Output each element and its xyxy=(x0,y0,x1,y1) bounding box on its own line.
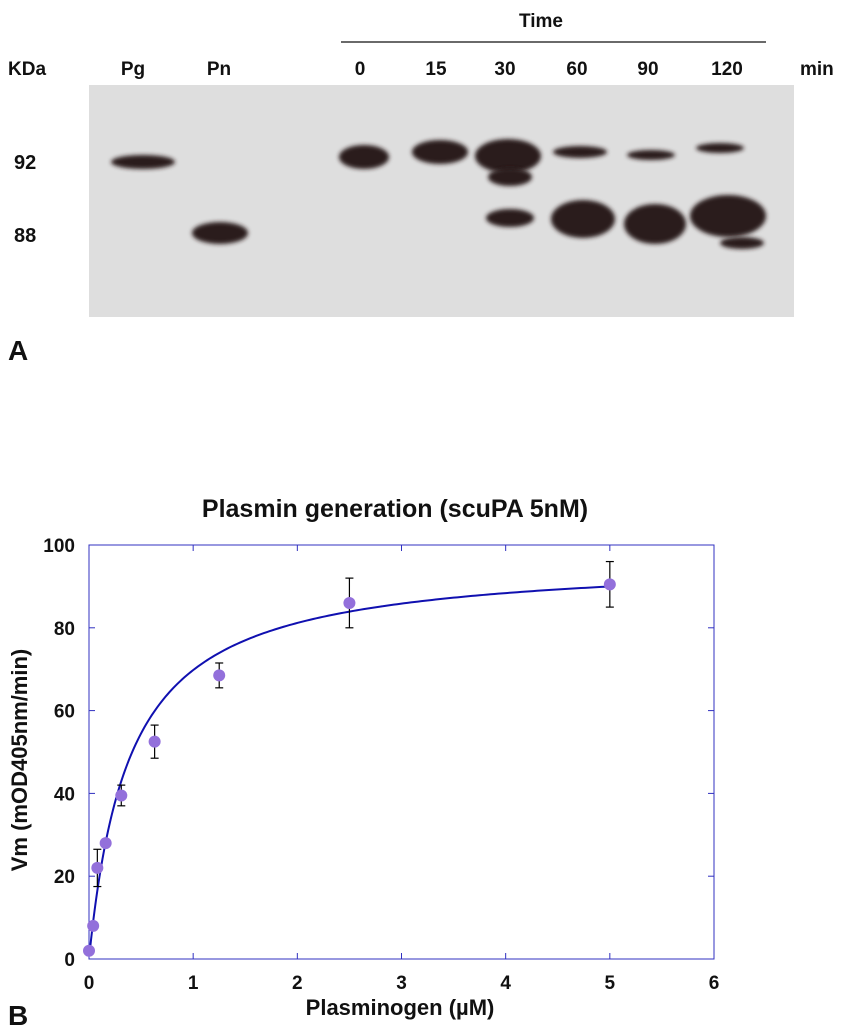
band xyxy=(696,143,744,153)
lane-labels: Pg Pn 0 15 30 60 90 120 xyxy=(121,59,743,80)
fit-curve xyxy=(88,585,610,955)
data-points xyxy=(83,578,616,957)
band xyxy=(551,200,615,238)
lane-label-pg: Pg xyxy=(121,59,145,80)
data-point xyxy=(213,669,226,682)
y-axis-label: Vm (mOD405nm/min) xyxy=(7,649,32,872)
x-tick-label: 4 xyxy=(500,973,511,994)
mw-marker-88: 88 xyxy=(14,225,36,247)
data-point xyxy=(343,596,356,609)
data-point xyxy=(91,861,104,874)
y-tick-label: 80 xyxy=(54,619,75,640)
y-tick-label: 0 xyxy=(64,950,75,971)
band xyxy=(475,139,541,173)
kda-label: KDa xyxy=(8,59,46,80)
blot-bands xyxy=(111,139,766,249)
x-tick-label: 5 xyxy=(605,973,616,994)
lane-label-120: 120 xyxy=(711,59,743,80)
panel-a: KDa Time Pg Pn 0 15 30 60 90 120 min 92 … xyxy=(8,11,834,366)
band xyxy=(111,155,175,169)
y-tick-label: 40 xyxy=(54,784,75,805)
panel-b-label: B xyxy=(8,1000,28,1031)
mw-marker-92: 92 xyxy=(14,152,36,174)
data-point xyxy=(99,837,112,850)
band xyxy=(486,209,534,227)
band xyxy=(624,204,686,244)
band xyxy=(690,195,766,237)
lane-label-30: 30 xyxy=(494,59,515,80)
y-tick-label: 60 xyxy=(54,702,75,723)
blot-image xyxy=(89,85,794,317)
chart-title: Plasmin generation (scuPA 5nM) xyxy=(202,495,588,523)
data-point xyxy=(603,578,616,591)
lane-label-0: 0 xyxy=(355,59,366,80)
x-tick-label: 2 xyxy=(292,973,303,994)
band xyxy=(412,140,468,164)
panel-b: Plasmin generation (scuPA 5nM) 020406080… xyxy=(7,495,719,1031)
y-tick-label: 20 xyxy=(54,867,75,888)
band xyxy=(339,145,389,169)
lane-label-60: 60 xyxy=(566,59,587,80)
x-axis-label: Plasminogen (µM) xyxy=(306,995,495,1020)
panel-a-label: A xyxy=(8,335,28,366)
min-label: min xyxy=(800,59,834,80)
lane-label-15: 15 xyxy=(425,59,447,80)
lane-label-90: 90 xyxy=(637,59,658,80)
band xyxy=(553,146,607,158)
plot-frame xyxy=(88,544,715,960)
x-tick-label: 0 xyxy=(84,973,95,994)
x-tick-label: 3 xyxy=(396,973,407,994)
y-axis-ticks: 0 20 40 60 80 100 xyxy=(43,536,714,971)
band xyxy=(192,222,248,244)
band xyxy=(720,237,764,249)
x-tick-label: 6 xyxy=(709,973,720,994)
y-tick-label: 100 xyxy=(43,536,75,557)
data-point xyxy=(87,919,100,932)
x-tick-label: 1 xyxy=(188,973,199,994)
data-point xyxy=(83,944,95,957)
x-axis-ticks: 0 1 2 3 4 5 6 xyxy=(84,545,720,994)
data-point xyxy=(148,735,161,748)
lane-label-pn: Pn xyxy=(207,59,231,80)
data-point xyxy=(115,789,128,802)
band xyxy=(488,168,532,186)
band xyxy=(627,150,675,160)
time-label: Time xyxy=(519,11,563,32)
